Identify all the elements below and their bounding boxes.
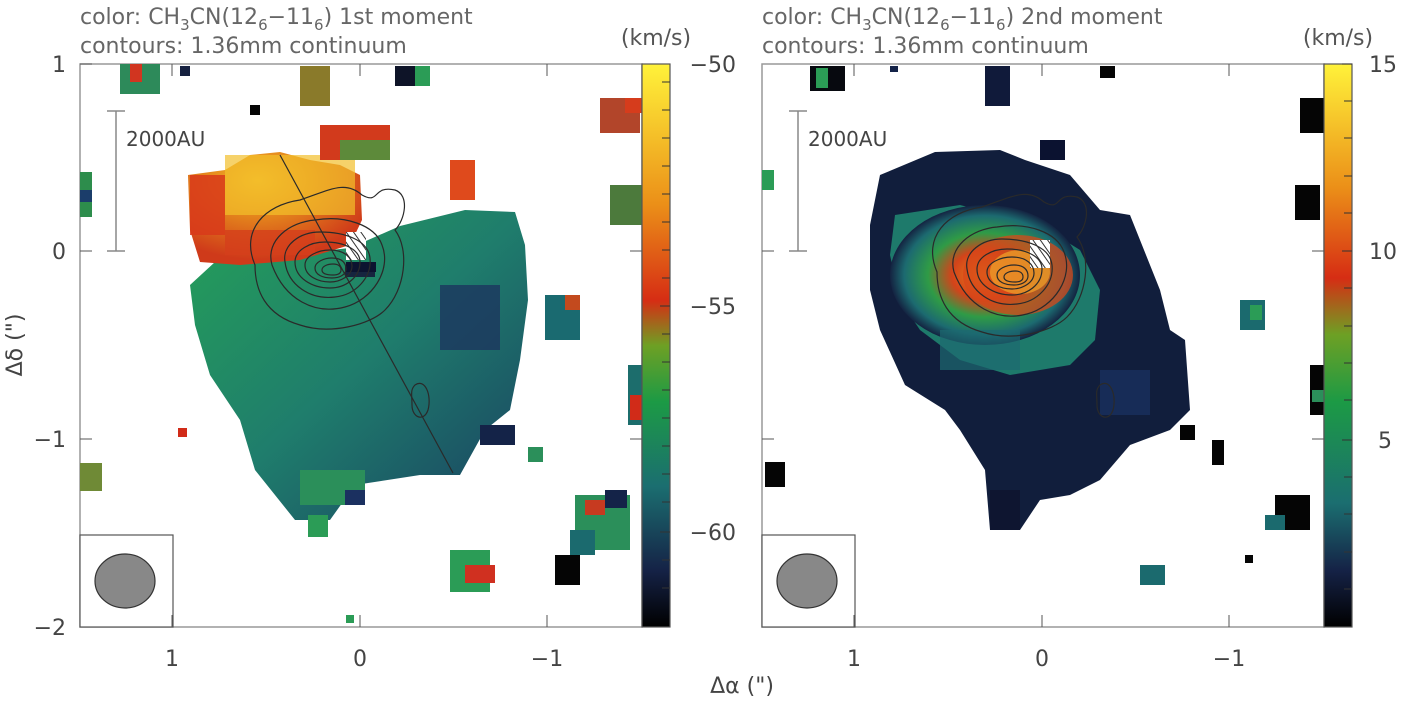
panel-2-moment-map bbox=[762, 66, 1324, 585]
panel-2-beam bbox=[761, 534, 856, 628]
panel-2-continuum-contours bbox=[932, 193, 1115, 418]
panel-1-colorbar-tick-neg60: −60 bbox=[690, 521, 736, 546]
panel-1-scale-bar: 2000AU bbox=[107, 110, 205, 252]
panel-2-title-line2: contours: 1.36mm continuum bbox=[762, 34, 1089, 59]
panel-1-xtick-neg1: −1 bbox=[531, 647, 563, 672]
panel-2-title-line1: color: CH3CN(126−116) 2nd moment bbox=[762, 5, 1163, 34]
panel-2-colorbar-tick-10: 10 bbox=[1369, 240, 1397, 265]
panel-1-colorbar-tick-neg55: −55 bbox=[690, 295, 736, 320]
panel-1-continuum-contours bbox=[250, 154, 454, 474]
panel-1-colorbar: (km/s) −50 −55 −60 bbox=[621, 26, 736, 628]
panel-2-colorbar-tick-5: 5 bbox=[1378, 429, 1392, 454]
y-axis-label: Δδ (") bbox=[3, 314, 28, 377]
panel-1-title-line2: contours: 1.36mm continuum bbox=[80, 34, 407, 59]
panel-1-colorbar-tick-neg50: −50 bbox=[690, 53, 736, 78]
panel-2-colorbar-tick-15: 15 bbox=[1369, 53, 1397, 78]
panel-1: color: CH3CN(126−116) 1st moment contour… bbox=[3, 5, 736, 672]
panel-1-xtick-1: 1 bbox=[165, 647, 179, 672]
panel-2-colorbar-unit: (km/s) bbox=[1303, 26, 1373, 51]
panel-2-xtick-1: 1 bbox=[847, 647, 861, 672]
panel-2-xtick-0: 0 bbox=[1035, 647, 1049, 672]
panel-1-xtick-0: 0 bbox=[353, 647, 367, 672]
panel-1-ytick-1: 1 bbox=[52, 53, 66, 78]
panel-2-colorbar: (km/s) 15 10 5 bbox=[1303, 26, 1397, 628]
panel-1-ytick-neg1: −1 bbox=[34, 428, 66, 453]
panel-1-ytick-0: 0 bbox=[52, 240, 66, 265]
panel-2-scale-label: 2000AU bbox=[808, 127, 887, 151]
panel-1-colorbar-unit: (km/s) bbox=[621, 26, 691, 51]
panel-2-xtick-neg1: −1 bbox=[1213, 647, 1245, 672]
panel-2-tick-marks bbox=[762, 64, 1324, 627]
x-axis-label: Δα (") bbox=[710, 674, 774, 699]
panel-1-beam bbox=[79, 534, 174, 628]
panel-1-title-line1: color: CH3CN(126−116) 1st moment bbox=[80, 5, 473, 34]
panel-1-tick-marks bbox=[80, 63, 642, 628]
panel-2: color: CH3CN(126−116) 2nd moment contour… bbox=[761, 5, 1397, 672]
panel-1-scale-label: 2000AU bbox=[126, 127, 205, 151]
panel-2-scale-bar: 2000AU bbox=[789, 110, 887, 252]
panel-1-ytick-neg2: −2 bbox=[34, 616, 66, 641]
